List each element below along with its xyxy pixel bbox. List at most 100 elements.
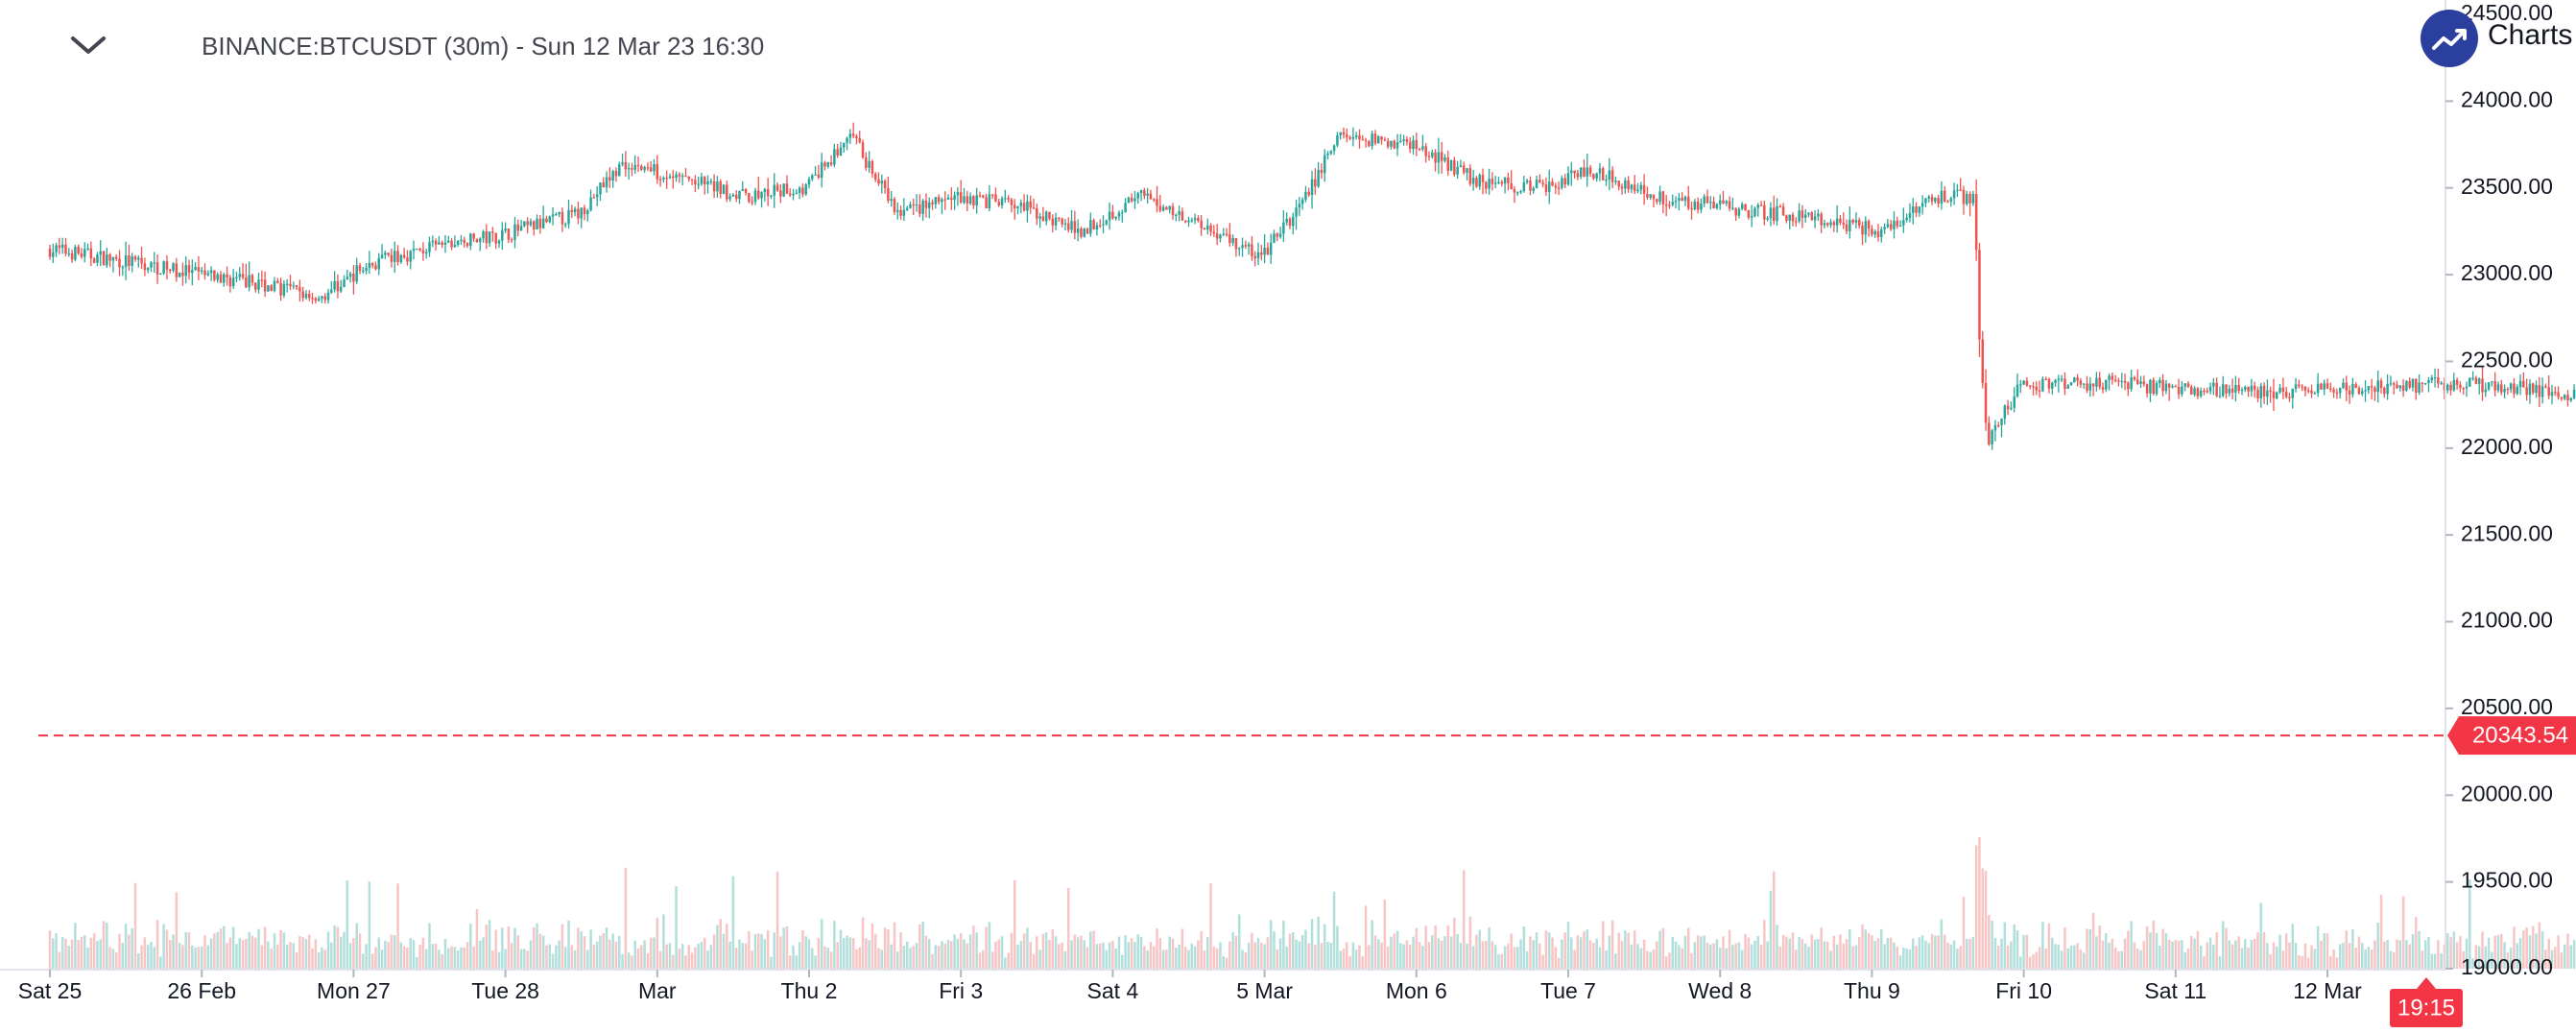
volume-bar bbox=[1193, 946, 1197, 969]
volume-bar bbox=[2455, 942, 2459, 969]
candle-body bbox=[2469, 377, 2471, 387]
candle-body bbox=[614, 171, 618, 177]
volume-bar bbox=[927, 939, 931, 969]
volume-bar bbox=[2145, 925, 2149, 969]
volume-bar bbox=[836, 942, 839, 969]
candle-body bbox=[1225, 233, 1228, 235]
volume-bar bbox=[2379, 895, 2383, 969]
candle-body bbox=[2518, 380, 2522, 388]
candle-body bbox=[1592, 174, 1595, 180]
candle-body bbox=[985, 197, 988, 209]
candle-body bbox=[1304, 191, 1307, 200]
candle-body bbox=[55, 245, 58, 252]
candle-body bbox=[1510, 182, 1513, 190]
candle-body bbox=[2408, 380, 2411, 388]
candle-body bbox=[1835, 218, 1839, 226]
candle-body bbox=[2038, 390, 2041, 392]
volume-bar bbox=[99, 939, 102, 969]
candle-body bbox=[384, 252, 387, 255]
volume-bar bbox=[1114, 948, 1117, 969]
candle-body bbox=[2051, 382, 2054, 389]
volume-bar bbox=[1323, 924, 1326, 969]
volume-bar bbox=[2190, 936, 2193, 969]
candle-body bbox=[672, 176, 675, 179]
volume-bar bbox=[1664, 956, 1668, 969]
volume-bar bbox=[2098, 925, 2101, 969]
candle-body bbox=[1197, 218, 1200, 221]
candle-body bbox=[2291, 388, 2294, 398]
volume-bar bbox=[2183, 951, 2186, 969]
volume-bar bbox=[1497, 954, 1500, 969]
volume-bar bbox=[2225, 927, 2228, 969]
volume-bar bbox=[333, 925, 336, 969]
volume-bar bbox=[276, 944, 279, 969]
volume-bar bbox=[763, 939, 767, 969]
candle-body bbox=[80, 253, 83, 257]
candle-body bbox=[516, 224, 520, 231]
candle-body bbox=[203, 270, 206, 276]
candle-body bbox=[469, 233, 472, 247]
candle-body bbox=[2316, 383, 2320, 394]
candle-body bbox=[1731, 207, 1734, 209]
volume-bar bbox=[83, 935, 86, 969]
candle-body bbox=[2272, 391, 2276, 398]
candle-body bbox=[1661, 191, 1665, 204]
candle-body bbox=[1175, 214, 1178, 217]
volume-bar bbox=[326, 931, 330, 969]
volume-bar bbox=[631, 955, 633, 969]
candle-body bbox=[74, 247, 77, 260]
candle-body bbox=[2459, 384, 2462, 389]
volume-bar bbox=[2041, 922, 2044, 969]
candle-body bbox=[1393, 140, 1395, 149]
candle-body bbox=[1668, 204, 1671, 206]
candle-body bbox=[2389, 383, 2393, 385]
volume-bar bbox=[1952, 940, 1956, 969]
volume-bar bbox=[595, 941, 599, 969]
candle-body bbox=[748, 193, 751, 203]
candle-body bbox=[77, 247, 80, 254]
volume-bar bbox=[434, 944, 438, 969]
volume-bar bbox=[2120, 950, 2124, 969]
volume-bar bbox=[773, 932, 775, 969]
candle-body bbox=[348, 273, 352, 277]
candle-body bbox=[2212, 382, 2215, 387]
volume-bar bbox=[1421, 946, 1424, 969]
volume-bar bbox=[1633, 930, 1636, 969]
volume-bar bbox=[608, 939, 611, 969]
volume-bar bbox=[1927, 943, 1930, 969]
candle-body bbox=[1273, 233, 1276, 243]
volume-bar bbox=[934, 945, 938, 969]
candle-body bbox=[1405, 139, 1409, 142]
candle-body bbox=[491, 231, 494, 233]
volume-bar bbox=[1105, 949, 1109, 969]
candle-body bbox=[143, 263, 147, 271]
volume-bar bbox=[924, 935, 928, 969]
candle-body bbox=[273, 280, 276, 291]
volume-bar bbox=[1570, 937, 1573, 969]
candle-body bbox=[131, 256, 133, 266]
candle-body bbox=[2544, 386, 2547, 388]
volume-bar bbox=[1588, 940, 1592, 969]
candle-body bbox=[1966, 193, 1968, 204]
candle-body bbox=[1348, 137, 1351, 139]
candle-body bbox=[504, 228, 507, 231]
candle-body bbox=[1181, 211, 1184, 221]
volume-bar bbox=[2164, 933, 2168, 969]
volume-bar bbox=[1273, 931, 1276, 969]
volume-bar bbox=[355, 923, 358, 969]
volume-bar bbox=[1519, 939, 1522, 969]
volume-bar bbox=[155, 920, 159, 969]
volume-bar bbox=[640, 945, 643, 969]
volume-bar bbox=[1949, 944, 1953, 969]
volume-bar bbox=[697, 943, 700, 969]
volume-bar bbox=[2547, 938, 2550, 969]
volume-bar bbox=[1984, 871, 1988, 969]
candle-body bbox=[2256, 389, 2259, 398]
candle-body bbox=[921, 200, 924, 214]
volume-bar bbox=[1915, 946, 1918, 969]
volume-bar bbox=[1959, 946, 1962, 969]
candle-body bbox=[719, 181, 722, 194]
volume-bar bbox=[1051, 929, 1055, 969]
